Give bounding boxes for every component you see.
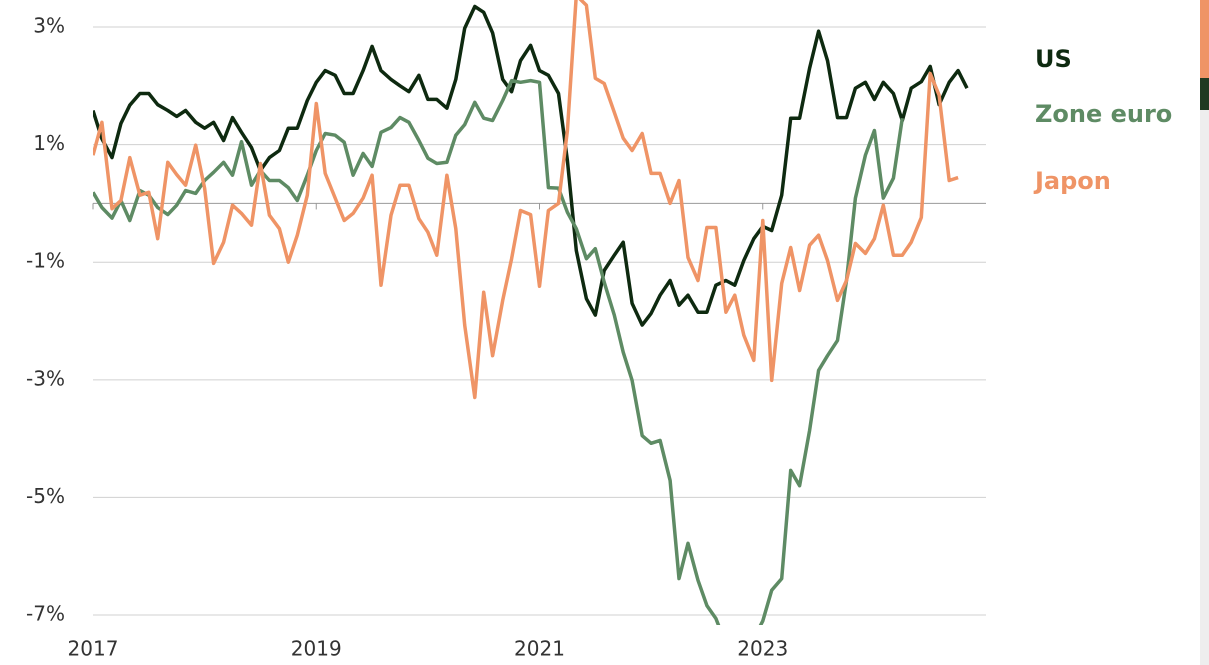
y-tick-label: 3% — [33, 14, 65, 38]
x-tick-label: 2017 — [68, 637, 119, 661]
side-accent — [1200, 0, 1209, 78]
legend-entry: US — [1035, 45, 1072, 73]
x-tick-label: 2021 — [514, 637, 565, 661]
y-tick-label: -3% — [26, 366, 65, 390]
side-strip — [1200, 0, 1209, 665]
legend-entry: Japon — [1033, 167, 1111, 195]
y-tick-label: -5% — [26, 484, 65, 508]
y-tick-label: -7% — [26, 602, 65, 626]
x-tick-label: 2019 — [291, 637, 342, 661]
series-line — [93, 4, 969, 327]
side-accent — [1200, 78, 1209, 110]
y-tick-label: -1% — [26, 249, 65, 273]
legend-entry: Zone euro — [1035, 100, 1172, 128]
series-line — [93, 78, 905, 625]
x-tick-label: 2023 — [737, 637, 788, 661]
y-tick-label: 1% — [33, 131, 65, 155]
series-line — [93, 0, 959, 400]
